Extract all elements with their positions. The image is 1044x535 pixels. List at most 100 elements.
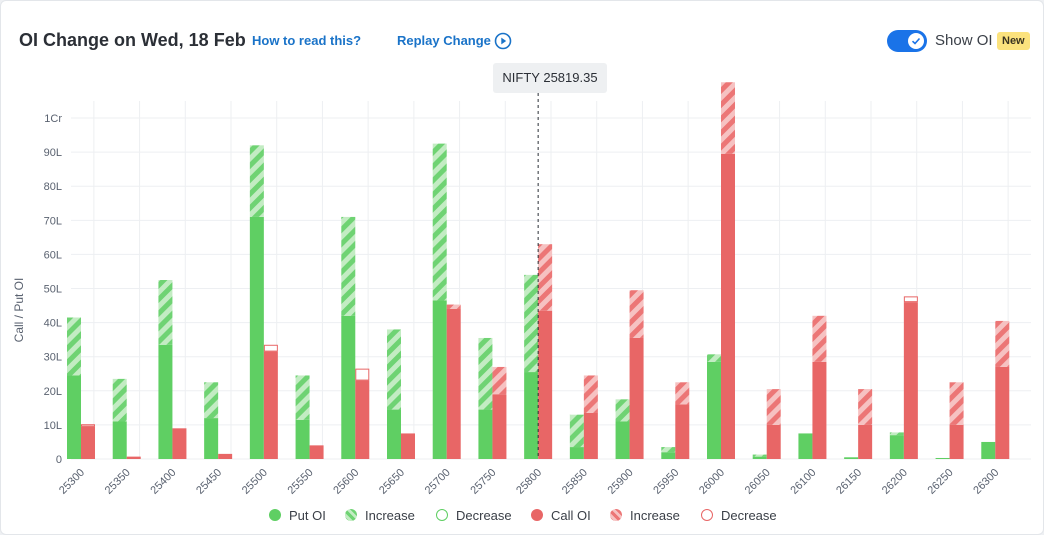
bar-increase[interactable] (721, 82, 735, 154)
y-tick-label: 80L (44, 181, 62, 193)
bar-increase[interactable] (675, 382, 690, 405)
bar-base[interactable] (615, 421, 630, 459)
bar-increase[interactable] (492, 366, 507, 395)
play-circle-icon[interactable] (494, 32, 512, 50)
bar-increase[interactable] (112, 378, 127, 422)
bar-base[interactable] (112, 421, 127, 459)
bar-increase[interactable] (615, 399, 630, 422)
bar-increase[interactable] (341, 216, 356, 316)
bar-increase[interactable] (858, 389, 873, 425)
x-tick-label: 25600 (331, 467, 361, 497)
bar-increase[interactable] (446, 304, 461, 309)
bar-base[interactable] (766, 424, 781, 459)
legend-call-oi[interactable]: Call OI (531, 505, 591, 525)
how-to-read-link[interactable]: How to read this? (252, 33, 362, 48)
replay-change-link[interactable]: Replay Change (397, 33, 491, 48)
bar-base[interactable] (844, 457, 859, 459)
bar-base[interactable] (569, 447, 584, 459)
bar-increase[interactable] (889, 432, 904, 436)
bar-base[interactable] (401, 433, 415, 459)
legend-put-increase[interactable]: Increase (345, 505, 415, 525)
bar-increase[interactable] (812, 315, 827, 362)
bar-increase[interactable] (249, 145, 264, 217)
x-tick-label: 26100 (788, 467, 818, 497)
new-badge: New (997, 32, 1030, 50)
bar-base[interactable] (721, 153, 735, 459)
bar-decrease[interactable] (263, 344, 278, 352)
x-tick-label: 25550 (286, 467, 316, 497)
bar-base[interactable] (204, 418, 219, 459)
bar-base[interactable] (81, 426, 95, 459)
bar-base[interactable] (707, 361, 721, 459)
x-tick-label: 25800 (514, 467, 544, 497)
bar-increase[interactable] (538, 244, 553, 311)
legend-call-increase[interactable]: Increase (610, 505, 680, 525)
bar-base[interactable] (218, 453, 233, 459)
bar-base[interactable] (341, 315, 356, 459)
bar-base[interactable] (981, 441, 996, 459)
bar-base[interactable] (158, 344, 173, 459)
bar-increase[interactable] (707, 354, 721, 362)
show-oi-toggle[interactable] (887, 30, 927, 52)
bar-base[interactable] (935, 457, 950, 459)
bar-increase[interactable] (583, 375, 598, 413)
bar-base[interactable] (812, 361, 827, 459)
bar-increase[interactable] (478, 337, 493, 410)
bar-base[interactable] (858, 424, 873, 459)
bar-base[interactable] (949, 424, 964, 459)
x-tick-label: 26000 (697, 467, 727, 497)
bar-increase[interactable] (629, 290, 644, 338)
bar-increase[interactable] (204, 382, 219, 419)
bar-base[interactable] (446, 308, 461, 459)
bar-increase[interactable] (295, 375, 310, 420)
bar-base[interactable] (478, 409, 493, 459)
bar-base[interactable] (675, 404, 690, 459)
put-increase-swatch (345, 509, 357, 521)
bar-base[interactable] (995, 366, 1010, 459)
bar-increase[interactable] (67, 317, 81, 376)
bar-increase[interactable] (995, 320, 1010, 367)
bar-base[interactable] (249, 216, 264, 459)
bar-base[interactable] (629, 337, 644, 459)
bar-base[interactable] (903, 302, 918, 459)
x-tick-label: 26200 (880, 467, 910, 497)
bar-decrease[interactable] (81, 424, 95, 427)
bar-base[interactable] (126, 456, 141, 459)
bar-increase[interactable] (158, 280, 173, 345)
bar-increase[interactable] (524, 274, 539, 373)
legend-put-decrease[interactable]: Decrease (436, 505, 512, 525)
bar-base[interactable] (538, 310, 553, 459)
bar-decrease[interactable] (355, 368, 370, 381)
bar-increase[interactable] (569, 414, 584, 448)
bar-base[interactable] (432, 300, 447, 459)
bar-base[interactable] (172, 428, 187, 459)
bar-base[interactable] (798, 433, 813, 459)
legend-call-decrease[interactable]: Decrease (701, 505, 777, 525)
x-tick-label: 26250 (926, 467, 956, 497)
bar-decrease[interactable] (903, 296, 918, 303)
bar-base[interactable] (752, 456, 767, 459)
bar-base[interactable] (355, 380, 370, 459)
chart-bars (67, 82, 1010, 459)
bar-base[interactable] (263, 351, 278, 459)
bar-base[interactable] (889, 435, 904, 459)
bar-increase[interactable] (432, 143, 447, 301)
bar-base[interactable] (387, 409, 401, 459)
nifty-spot-tooltip: NIFTY 25819.35 (493, 63, 607, 93)
bar-base[interactable] (295, 419, 310, 459)
bar-base[interactable] (67, 375, 81, 459)
bar-base[interactable] (524, 372, 539, 459)
page-title: OI Change on Wed, 18 Feb (19, 30, 246, 50)
bar-base[interactable] (583, 412, 598, 459)
bar-increase[interactable] (661, 447, 676, 453)
bar-base[interactable] (309, 445, 324, 459)
bar-base[interactable] (661, 452, 676, 459)
bar-base[interactable] (492, 394, 507, 459)
y-tick-label: 30L (44, 352, 62, 364)
bar-increase[interactable] (387, 329, 401, 410)
bar-increase[interactable] (766, 389, 781, 425)
bar-increase[interactable] (752, 454, 767, 457)
bar-increase[interactable] (949, 382, 964, 425)
legend-put-oi[interactable]: Put OI (269, 505, 326, 525)
y-tick-label: 70L (44, 215, 62, 227)
